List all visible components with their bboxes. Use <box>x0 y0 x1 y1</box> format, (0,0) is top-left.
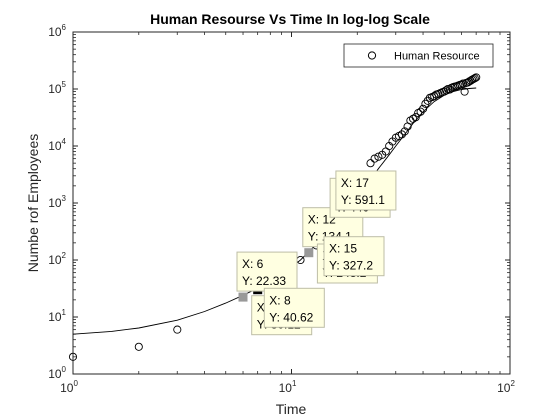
datatip-box <box>263 287 325 328</box>
data-point <box>414 108 423 118</box>
data-point <box>374 152 383 161</box>
data-point <box>442 86 451 95</box>
x-axis-label: Time <box>276 401 307 417</box>
legend-marker-icon <box>367 51 377 60</box>
y-tick-label: 102 <box>48 251 66 267</box>
y-tick-label: 101 <box>48 308 66 324</box>
y-tick-exponent: 2 <box>62 251 67 260</box>
datatip-y-label: Y: 591.1 <box>341 193 385 207</box>
datatip[interactable]: X: 15 Y: 327.2 <box>323 236 385 277</box>
data-point <box>68 352 78 361</box>
data-point <box>416 107 425 116</box>
data-point <box>470 74 479 83</box>
datatip-box <box>323 236 385 277</box>
datatip-box <box>335 170 397 211</box>
y-tick-base: 10 <box>48 82 62 96</box>
y-tick-base: 10 <box>48 139 62 153</box>
x-tick-base: 10 <box>279 381 293 395</box>
data-point <box>457 80 466 89</box>
data-point <box>397 130 406 139</box>
y-tick-exponent: 5 <box>62 80 67 89</box>
datatip-layer: X: 6Y: 22.33X: 7Y: 30.12X: 8Y: 40.62X: 1… <box>236 170 397 336</box>
data-point <box>460 87 469 96</box>
datatip-x-label: X: 6 <box>242 257 264 271</box>
x-tick-label: 100 <box>60 379 78 395</box>
data-point <box>472 73 481 82</box>
chart-title: Human Resourse Vs Time In log-log Scale <box>150 11 430 27</box>
x-tick-exponent: 1 <box>292 379 297 388</box>
data-point <box>419 104 428 113</box>
x-tick-base: 10 <box>497 381 511 395</box>
legend-entry-human-resource: Human Resource <box>394 51 480 63</box>
x-tick-label: 102 <box>497 379 515 395</box>
datatip-box <box>236 251 298 292</box>
datatip[interactable]: X: 6 Y: 22.33 <box>236 251 298 292</box>
y-tick-base: 10 <box>48 25 62 39</box>
y-tick-base: 10 <box>48 196 62 210</box>
y-tick-exponent: 3 <box>62 194 67 203</box>
y-axis-label: Numbe rof Employees <box>25 134 41 273</box>
y-tick-exponent: 0 <box>62 365 67 374</box>
x-tick-exponent: 0 <box>73 379 78 388</box>
data-point <box>409 114 418 123</box>
x-tick-exponent: 2 <box>510 379 515 388</box>
datatip[interactable]: X: 17 Y: 591.1 <box>335 170 397 211</box>
data-point <box>459 79 468 88</box>
x-tick-base: 10 <box>60 381 74 395</box>
y-tick-label: 103 <box>48 194 66 210</box>
datatip-y-label: Y: 40.62 <box>269 310 313 324</box>
datatip-marker[interactable] <box>304 248 314 258</box>
y-tick-base: 10 <box>48 367 62 381</box>
data-point <box>370 154 379 163</box>
x-tick-label: 101 <box>279 379 297 395</box>
y-tick-label: 106 <box>48 23 66 39</box>
data-point <box>400 127 409 136</box>
datatip-x-label: X: 17 <box>341 176 369 190</box>
y-tick-label: 105 <box>48 80 66 96</box>
y-tick-exponent: 6 <box>62 23 67 32</box>
y-tick-label: 100 <box>48 365 66 381</box>
data-point <box>366 159 375 168</box>
datatip-x-label: X: 15 <box>329 242 357 256</box>
datatip[interactable]: X: 8 Y: 40.62 <box>263 287 325 328</box>
data-point <box>173 325 182 334</box>
y-tick-label: 104 <box>48 137 66 153</box>
legend[interactable]: Human Resource <box>343 43 494 68</box>
legend-box <box>343 43 494 68</box>
y-tick-exponent: 4 <box>62 137 67 146</box>
y-tick-base: 10 <box>48 253 62 267</box>
datatip-y-label: Y: 22.33 <box>242 274 286 288</box>
data-point <box>411 113 420 122</box>
y-tick-base: 10 <box>48 310 62 324</box>
datatip-x-label: X: 12 <box>308 213 336 227</box>
datatip-x-label: X: 8 <box>269 293 291 307</box>
datatip-marker[interactable] <box>238 292 248 302</box>
y-tick-exponent: 1 <box>62 308 67 317</box>
data-point <box>134 342 143 351</box>
datatip-y-label: Y: 327.2 <box>329 259 373 273</box>
